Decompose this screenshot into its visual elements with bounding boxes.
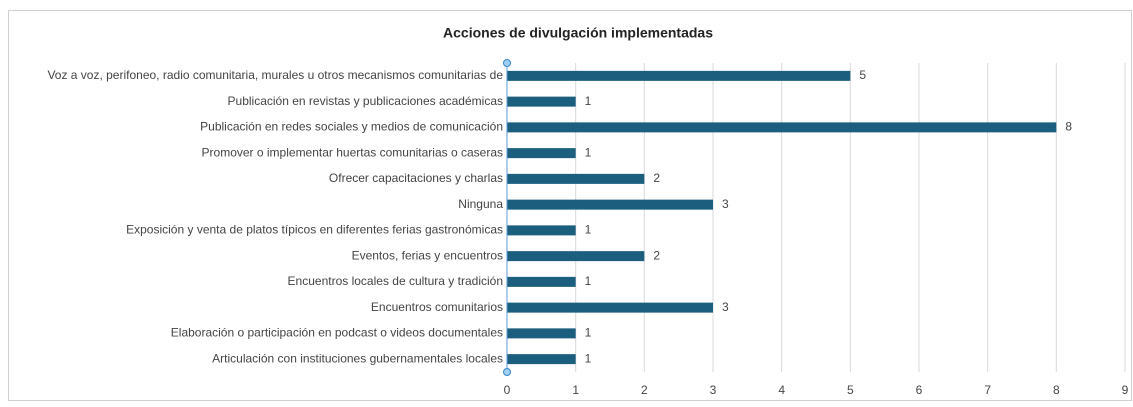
bar	[507, 276, 576, 287]
data-label: 1	[585, 145, 592, 159]
y-tick-label: Eventos, ferias y encuentros	[352, 248, 503, 262]
y-tick-label: Encuentros comunitarios	[371, 300, 503, 314]
x-tick-label: 6	[916, 383, 923, 397]
handle	[503, 59, 511, 67]
y-tick-label: Publicación en revistas y publicaciones …	[228, 94, 503, 108]
y-tick-label: Articulación con instituciones gubername…	[212, 351, 503, 365]
data-label: 1	[585, 351, 592, 365]
bar	[507, 302, 713, 313]
x-tick-label: 9	[1122, 383, 1129, 397]
y-tick-label: Publicación en redes sociales y medios d…	[200, 120, 503, 134]
x-tick-label: 1	[572, 383, 579, 397]
bar	[507, 148, 576, 159]
y-tick-label: Exposición y venta de platos típicos en …	[126, 223, 503, 237]
x-tick-label: 7	[984, 383, 991, 397]
x-tick-label: 8	[1053, 383, 1060, 397]
data-label: 3	[722, 197, 729, 211]
x-tick-label: 2	[641, 383, 648, 397]
data-label: 1	[585, 326, 592, 340]
data-label: 5	[859, 68, 866, 82]
chart-title: Acciones de divulgación implementadas	[443, 25, 713, 41]
x-tick-label: 5	[847, 383, 854, 397]
bar	[507, 225, 576, 236]
x-tick-label: 3	[710, 383, 717, 397]
bar	[507, 96, 576, 107]
y-tick-label: Encuentros locales de cultura y tradició…	[288, 274, 503, 288]
data-label: 1	[585, 274, 592, 288]
handle	[503, 368, 511, 376]
x-tick-label: 4	[778, 383, 785, 397]
bar	[507, 354, 576, 365]
y-tick-label: Elaboración o participación en podcast o…	[171, 326, 503, 340]
data-label: 1	[585, 94, 592, 108]
data-label: 2	[653, 248, 660, 262]
y-tick-label: Promover o implementar huertas comunitar…	[202, 145, 503, 159]
data-label: 2	[653, 171, 660, 185]
y-tick-label: Ofrecer capacitaciones y charlas	[329, 171, 503, 185]
data-label: 1	[585, 223, 592, 237]
bar	[507, 122, 1057, 133]
data-label: 3	[722, 300, 729, 314]
x-tick-label: 0	[504, 383, 511, 397]
bar	[507, 70, 851, 81]
plot-area: 0 1 2 3 4 5 6 7 8 9 Voz a voz, perifoneo, radio co…	[47, 63, 1129, 397]
bar	[507, 199, 713, 210]
y-tick-label: Ninguna	[458, 197, 503, 211]
data-label: 8	[1065, 120, 1072, 134]
bar	[507, 328, 576, 339]
y-tick-label: Voz a voz, perifoneo, radio comunitaria,…	[47, 68, 503, 82]
bar	[507, 251, 645, 262]
bar	[507, 173, 645, 184]
